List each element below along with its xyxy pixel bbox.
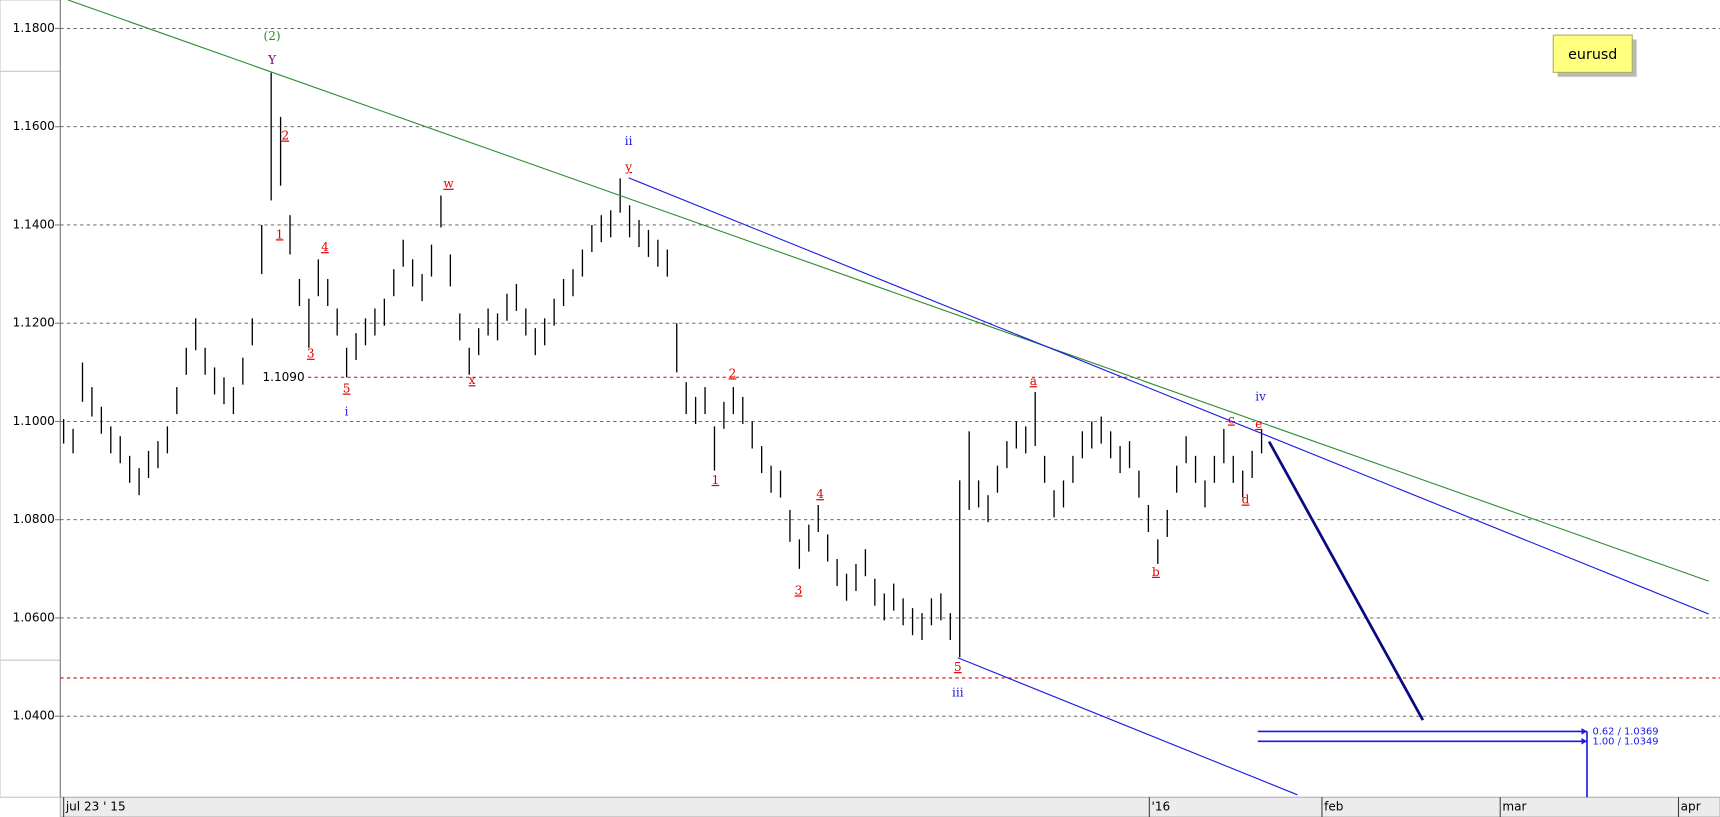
wave-label: 5 (343, 382, 351, 396)
wave-label: b (1152, 565, 1160, 579)
legend-box (1552, 34, 1633, 73)
y-tick-label: 1.1600 (13, 119, 55, 133)
x-tick-label: mar (1502, 800, 1526, 814)
legend-label: eurusd (1568, 47, 1617, 63)
target-label: 0.62 / 1.0369 (1592, 726, 1658, 737)
wave-label: 4 (321, 240, 329, 254)
wave-label: a (1030, 374, 1037, 388)
bars-layer (62, 72, 1263, 658)
wave-label: e (1255, 417, 1262, 431)
x-tick-label: apr (1681, 800, 1701, 814)
trend-line (628, 177, 1709, 615)
wave-label: 2 (281, 129, 289, 143)
wave-label: 4 (816, 487, 824, 501)
wave-label: iv (1255, 389, 1266, 403)
y-tick-label: 1.0800 (13, 512, 55, 526)
wave-label: d (1242, 493, 1250, 507)
wave-label: x (469, 373, 476, 387)
x-axis-panel (59, 796, 1720, 817)
wave-label: 5 (954, 660, 962, 674)
y-axis-panel (0, 0, 61, 798)
trend-line (957, 657, 1298, 796)
x-tick-label: jul 23 ' 15 (65, 800, 126, 814)
y-tick-label: 1.0600 (13, 610, 55, 624)
x-tick-label: feb (1324, 800, 1343, 814)
wave-label: y (624, 160, 632, 174)
text-layer: 1.1800 1.1600 1.1400 1.1200 1.1000 1.0800 1.06… (13, 21, 1701, 814)
wave-label: (2) (264, 29, 281, 43)
wave-label: 3 (307, 347, 315, 361)
wave-label: ii (625, 134, 633, 148)
trend-line (1267, 440, 1425, 721)
target-arrow (1581, 728, 1588, 735)
trend-line (67, 0, 1709, 582)
wave-label: iii (952, 686, 964, 700)
y-tick-label: 1.0400 (13, 709, 55, 723)
wave-label: Y (267, 53, 277, 67)
target-label: 1.00 / 1.0349 (1592, 736, 1658, 747)
x-tick-label: '16 (1152, 800, 1171, 814)
wave-label: i (345, 405, 349, 419)
wave-label: 1 (712, 473, 720, 487)
target-arrow (1581, 737, 1588, 745)
y-tick-label: 1.1000 (13, 414, 55, 428)
legend: eurusd (1552, 34, 1637, 77)
y-tick-label: 1.1400 (13, 217, 55, 231)
wave-label: c (1228, 412, 1235, 426)
y-tick-label: 1.1800 (13, 21, 55, 35)
wave-label: 2 (729, 366, 737, 380)
wave-label: w (443, 177, 454, 191)
wave-label: 3 (795, 583, 803, 597)
reference-label: 1.1090 (262, 370, 304, 384)
y-tick-label: 1.1200 (13, 316, 55, 330)
lines-layer (67, 0, 1709, 798)
wave-label: 1 (276, 227, 284, 241)
